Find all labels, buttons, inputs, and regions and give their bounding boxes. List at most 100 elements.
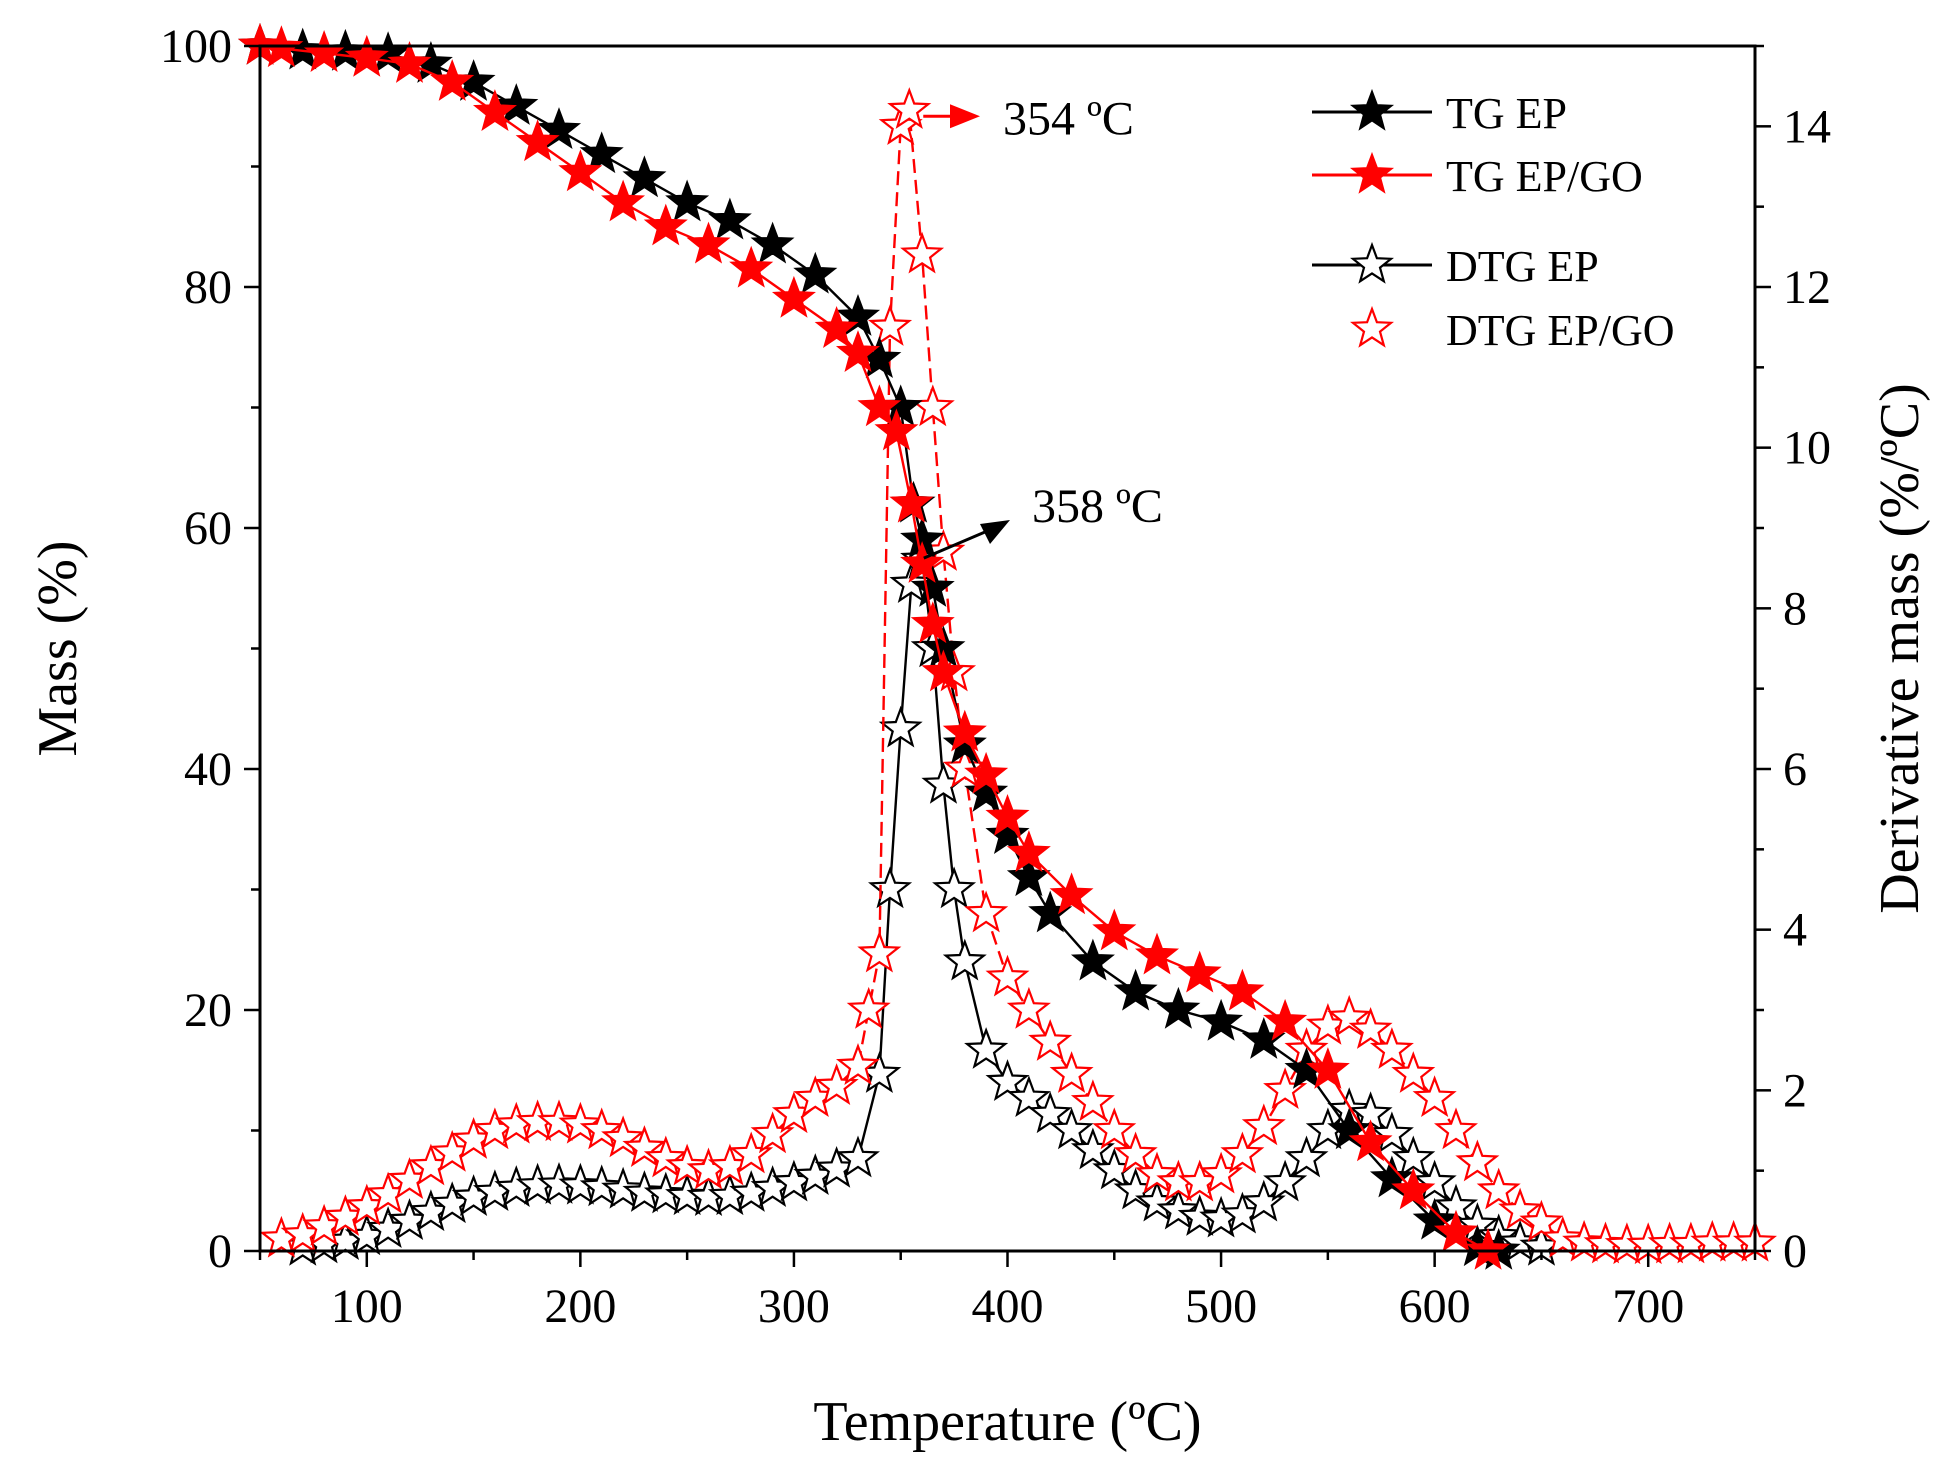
- data-point-tg-ep: [985, 812, 1030, 855]
- legend-marker-dtg-ep-go: [1350, 305, 1394, 348]
- data-point-tg-ep-go: [985, 794, 1030, 836]
- data-point-tg-ep-go: [857, 384, 902, 427]
- data-point-dtg-ep-go: [1348, 1006, 1393, 1049]
- data-point-tg-ep-go: [1092, 908, 1137, 951]
- data-point-tg-ep-go: [1134, 932, 1180, 975]
- data-point-dtg-ep-go: [622, 1125, 667, 1167]
- x-axis-title: Temperature (ºC): [813, 1391, 1201, 1453]
- data-point-dtg-ep: [1177, 1194, 1222, 1236]
- y-tick-label: 0: [208, 1225, 232, 1278]
- data-point-dtg-ep-go: [846, 986, 891, 1029]
- data-point-tg-ep: [622, 155, 667, 198]
- y2-tick-label: 12: [1783, 261, 1831, 314]
- data-point-tg-ep-go: [1391, 1167, 1436, 1210]
- data-point-tg-ep: [579, 131, 624, 174]
- data-point-dtg-ep-go: [1113, 1131, 1158, 1174]
- data-point-dtg-ep-go: [964, 890, 1009, 933]
- data-point-tg-ep: [536, 107, 582, 150]
- legend-label-tg-ep: TG EP: [1446, 89, 1567, 138]
- data-point-tg-ep-go: [1433, 1209, 1479, 1252]
- data-point-tg-ep-go: [900, 541, 945, 583]
- annotation-arrow-358: [923, 527, 993, 560]
- series-dtg-ep: [280, 536, 1564, 1266]
- data-point-tg-ep: [793, 251, 838, 294]
- data-point-dtg-ep: [1006, 1075, 1051, 1118]
- data-point-dtg-ep: [836, 1135, 880, 1178]
- data-point-tg-ep-go: [1348, 1119, 1393, 1162]
- data-point-tg-ep-go: [835, 330, 881, 373]
- data-point-dtg-ep-go: [1455, 1139, 1500, 1182]
- data-point-tg-ep-go: [515, 119, 560, 162]
- data-point-tg-ep-go: [874, 408, 919, 451]
- data-point-dtg-ep-go: [1028, 1018, 1073, 1061]
- data-point-dtg-ep-go: [1070, 1079, 1115, 1122]
- data-point-dtg-ep-go: [601, 1115, 646, 1158]
- data-point-tg-ep: [707, 197, 752, 240]
- data-point-dtg-ep: [964, 1027, 1009, 1069]
- legend: TG EP TG EP/GO DTG EP DTG EP/GO: [1312, 88, 1675, 355]
- data-point-tg-ep-go: [889, 480, 934, 523]
- x-tick-label: 500: [1185, 1280, 1257, 1333]
- data-point-dtg-ep: [868, 866, 913, 909]
- data-point-dtg-ep-go: [1006, 986, 1051, 1029]
- legend-marker-dtg-ep: [1350, 241, 1394, 284]
- data-point-dtg-ep: [1028, 1091, 1073, 1134]
- y-axis-title: Mass (%): [27, 540, 89, 756]
- y2-tick-label: 14: [1783, 100, 1831, 153]
- data-point-tg-ep-go: [643, 203, 688, 246]
- data-point-tg-ep-go: [558, 149, 603, 192]
- data-point-tg-ep-go: [964, 751, 1009, 794]
- y2-tick-label: 8: [1783, 582, 1807, 635]
- data-point-tg-ep-go: [729, 245, 774, 288]
- data-point-dtg-ep-go: [537, 1099, 581, 1142]
- data-point-dtg-ep: [1263, 1159, 1308, 1202]
- data-point-tg-ep: [1412, 1197, 1457, 1240]
- data-point-tg-ep: [910, 565, 955, 607]
- data-point-dtg-ep: [932, 866, 977, 909]
- y2-tick-label: 4: [1783, 904, 1807, 957]
- data-point-tg-ep: [942, 721, 987, 764]
- annotation-arrowhead-358: [980, 520, 1010, 544]
- data-point-dtg-ep-go: [857, 930, 902, 973]
- series-layer: [237, 22, 1777, 1270]
- data-point-dtg-ep: [1369, 1111, 1414, 1154]
- data-point-tg-ep: [964, 769, 1009, 812]
- data-point-dtg-ep-go: [643, 1135, 688, 1178]
- data-point-tg-ep-go: [344, 34, 389, 77]
- data-point-tg-ep: [1006, 854, 1051, 897]
- data-point-dtg-ep-go: [1519, 1199, 1564, 1242]
- peak-annotation-ep-go: 354 ºC: [1003, 92, 1134, 145]
- data-point-tg-ep-go: [430, 59, 475, 101]
- data-point-dtg-ep-go: [1476, 1167, 1521, 1210]
- data-point-dtg-ep-go: [1369, 1027, 1414, 1069]
- y-tick-label: 20: [184, 984, 232, 1037]
- data-point-tg-ep-go: [387, 40, 432, 83]
- legend-marker-tg-ep-go: [1349, 151, 1395, 194]
- data-point-dtg-ep: [942, 938, 987, 981]
- data-point-tg-ep-go: [1305, 1047, 1350, 1089]
- data-point-dtg-ep-go: [1327, 994, 1372, 1037]
- data-point-tg-ep-go: [921, 649, 966, 692]
- data-point-dtg-ep-go: [665, 1143, 710, 1186]
- legend-label-dtg-ep-go: DTG EP/GO: [1446, 306, 1675, 355]
- y-tick-label: 40: [184, 743, 232, 796]
- data-point-dtg-ep: [1391, 1135, 1436, 1178]
- data-point-tg-ep-go: [1006, 830, 1051, 873]
- data-point-tg-ep: [1199, 998, 1244, 1041]
- data-point-tg-ep-go: [771, 275, 816, 318]
- y2-axis-title: Derivative mass (%/ºC): [1869, 383, 1931, 914]
- data-point-dtg-ep-go: [887, 87, 932, 129]
- y2-tick-label: 0: [1783, 1225, 1807, 1278]
- data-point-dtg-ep-go: [558, 1101, 603, 1144]
- data-point-tg-ep-go: [601, 179, 646, 222]
- legend-label-dtg-ep: DTG EP: [1446, 242, 1599, 291]
- data-point-tg-ep: [750, 221, 795, 264]
- data-point-tg-ep-go: [910, 601, 955, 644]
- data-point-dtg-ep-go: [985, 954, 1030, 997]
- data-point-dtg-ep-go: [1391, 1051, 1436, 1093]
- data-point-dtg-ep-go: [1220, 1131, 1265, 1174]
- axes-layer: Temperature (ºC) Mass (%) Derivative mas…: [27, 20, 1931, 1453]
- data-point-tg-ep: [494, 83, 539, 125]
- data-point-dtg-ep: [878, 705, 923, 748]
